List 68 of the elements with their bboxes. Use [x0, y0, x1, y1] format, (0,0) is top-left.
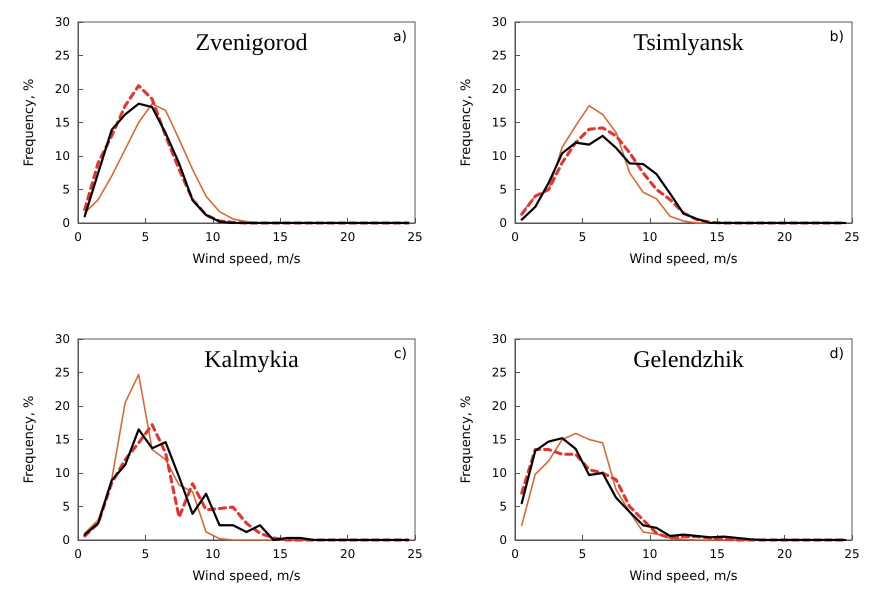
y-tick-label: 25: [54, 366, 70, 380]
y-tick-label: 20: [54, 399, 70, 413]
chart-title: Kalmykia: [204, 347, 300, 373]
x-tick-label: 10: [642, 230, 658, 244]
x-tick-label: 5: [578, 547, 586, 561]
annotation: a): [392, 29, 408, 45]
annotation: b): [830, 29, 844, 45]
x-tick-label: 0: [511, 547, 519, 561]
y-tick-label: 15: [492, 432, 507, 446]
x-axis-title: Wind speed, m/s: [192, 569, 301, 584]
y-tick-label: 10: [54, 466, 70, 480]
y-tick-label: 15: [54, 432, 70, 446]
x-tick-label: 0: [74, 230, 82, 244]
x-axis-title: Wind speed, m/s: [192, 252, 301, 267]
x-tick-label: 5: [578, 230, 586, 244]
y-tick-label: 30: [492, 332, 507, 346]
y-tick-label: 20: [492, 82, 507, 96]
y-tick-label: 0: [499, 533, 507, 547]
x-tick-label: 20: [340, 230, 356, 244]
y-tick-label: 25: [54, 48, 70, 62]
chart-title: Gelendzhik: [633, 347, 744, 373]
x-tick-label: 15: [272, 547, 288, 561]
y-tick-label: 10: [492, 466, 507, 480]
x-tick-label: 10: [205, 230, 220, 244]
y-tick-label: 15: [54, 116, 70, 130]
y-tick-label: 30: [492, 15, 507, 29]
annotation: d): [830, 346, 844, 362]
annotation: c): [394, 346, 408, 362]
x-tick-label: 15: [710, 547, 725, 561]
x-tick-label: 5: [142, 230, 150, 244]
x-tick-label: 0: [74, 547, 82, 561]
y-tick-label: 10: [54, 149, 70, 163]
y-tick-label: 30: [54, 332, 70, 346]
x-tick-label: 25: [844, 547, 860, 561]
y-tick-label: 5: [62, 500, 70, 514]
y-tick-label: 10: [492, 149, 507, 163]
x-tick-label: 10: [642, 547, 658, 561]
x-tick-label: 5: [142, 547, 150, 561]
x-tick-label: 15: [710, 230, 725, 244]
y-axis-title: Frequency, %: [22, 396, 37, 484]
y-tick-label: 0: [62, 216, 70, 230]
y-tick-label: 20: [492, 399, 507, 413]
x-tick-label: 15: [272, 230, 288, 244]
y-tick-label: 15: [492, 116, 507, 130]
y-tick-label: 5: [499, 182, 507, 196]
y-tick-label: 25: [492, 48, 507, 62]
y-axis-title: Frequency, %: [22, 78, 37, 166]
x-axis-title: Wind speed, m/s: [629, 252, 738, 267]
x-axis-title: Wind speed, m/s: [629, 569, 738, 584]
y-tick-label: 5: [499, 500, 507, 514]
x-tick-label: 20: [340, 547, 356, 561]
y-tick-label: 30: [54, 15, 70, 29]
y-axis-title: Frequency, %: [459, 396, 474, 484]
x-tick-label: 10: [205, 547, 220, 561]
x-tick-label: 20: [776, 547, 792, 561]
y-tick-label: 20: [54, 82, 70, 96]
x-tick-label: 0: [511, 230, 519, 244]
y-tick-label: 5: [62, 182, 70, 196]
x-tick-label: 25: [407, 230, 423, 244]
chart-title: Zvenigorod: [196, 30, 308, 56]
chart-title: Tsimlyansk: [633, 30, 744, 56]
x-tick-label: 25: [844, 230, 860, 244]
x-tick-label: 20: [776, 230, 792, 244]
y-tick-label: 0: [62, 533, 70, 547]
y-axis-title: Frequency, %: [459, 78, 474, 166]
y-tick-label: 0: [499, 216, 507, 230]
y-tick-label: 25: [492, 366, 507, 380]
x-tick-label: 25: [407, 547, 423, 561]
